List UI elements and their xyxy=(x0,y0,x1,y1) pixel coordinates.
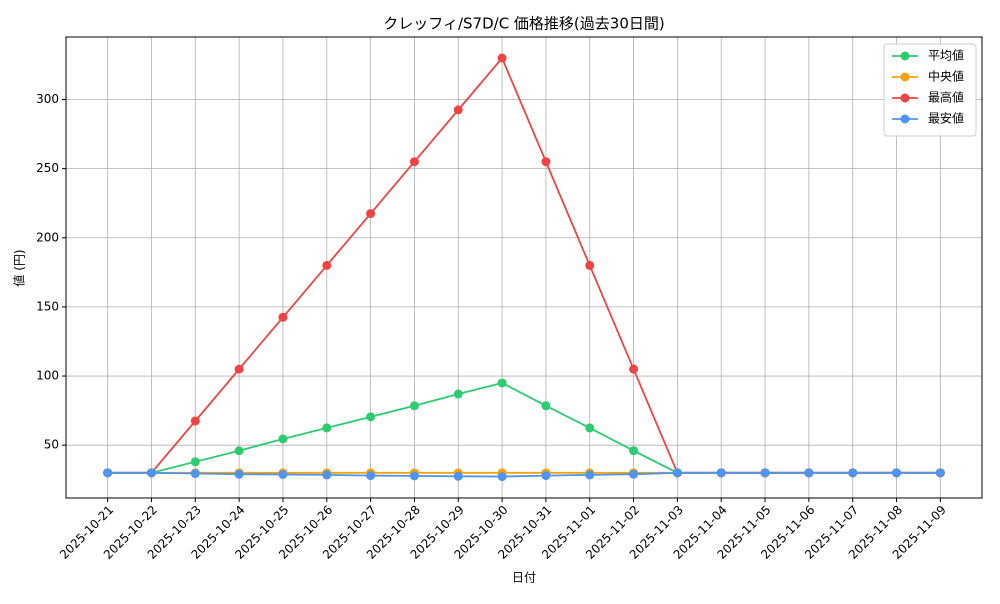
data-point xyxy=(278,312,288,322)
legend-label: 平均値 xyxy=(928,48,964,63)
data-point xyxy=(453,105,463,115)
data-point xyxy=(585,260,595,270)
data-point xyxy=(629,364,639,374)
plot-frame xyxy=(65,36,983,499)
data-point xyxy=(672,468,682,478)
data-point xyxy=(366,471,376,481)
data-point xyxy=(497,53,507,63)
y-tick-label: 200 xyxy=(36,230,59,244)
data-point xyxy=(629,469,639,479)
series-line xyxy=(107,382,941,474)
y-tick-label: 150 xyxy=(36,299,59,313)
data-point xyxy=(278,469,288,479)
data-point xyxy=(234,364,244,374)
x-axis-label: 日付 xyxy=(512,571,536,585)
y-tick-label: 250 xyxy=(36,161,59,175)
legend-label: 中央値 xyxy=(928,69,964,84)
series-line xyxy=(107,471,941,478)
data-point xyxy=(716,468,726,478)
data-point xyxy=(848,468,858,478)
data-point xyxy=(892,468,902,478)
data-point xyxy=(366,412,376,422)
data-point xyxy=(234,469,244,479)
data-point xyxy=(146,468,156,478)
data-point xyxy=(409,401,419,411)
data-point xyxy=(541,401,551,411)
data-point xyxy=(190,469,200,479)
legend-label: 最高値 xyxy=(928,90,964,105)
legend-box xyxy=(883,43,977,137)
data-point xyxy=(541,471,551,481)
data-point xyxy=(585,470,595,480)
data-point xyxy=(322,260,332,270)
y-tick-label: 50 xyxy=(44,438,59,452)
data-point xyxy=(453,389,463,399)
chart-title: クレッフィ/S7D/C 価格推移(過去30日間) xyxy=(383,15,664,33)
series-line xyxy=(107,56,941,474)
legend-marker xyxy=(900,114,910,124)
legend-marker xyxy=(900,51,910,61)
data-point xyxy=(935,468,945,478)
data-point xyxy=(453,471,463,481)
data-point xyxy=(234,446,244,456)
data-point xyxy=(322,470,332,480)
data-point xyxy=(541,157,551,167)
data-point xyxy=(409,157,419,167)
data-point xyxy=(190,416,200,426)
legend-marker xyxy=(900,72,910,82)
data-point xyxy=(366,209,376,219)
data-point xyxy=(322,423,332,433)
data-point xyxy=(497,378,507,388)
data-point xyxy=(585,423,595,433)
data-point xyxy=(409,471,419,481)
legend-marker xyxy=(900,93,910,103)
data-point xyxy=(278,434,288,444)
data-point xyxy=(629,446,639,456)
legend-label: 最安値 xyxy=(928,111,964,126)
data-point xyxy=(497,472,507,482)
y-tick-label: 300 xyxy=(36,92,59,106)
data-point xyxy=(190,457,200,467)
plot-area: 501001502002503002025-10-212025-10-22202… xyxy=(36,37,982,562)
y-tick-label: 100 xyxy=(36,369,59,383)
data-point xyxy=(804,468,814,478)
data-point xyxy=(103,468,113,478)
data-point xyxy=(760,468,770,478)
y-axis-label: 値 (円) xyxy=(12,249,27,286)
